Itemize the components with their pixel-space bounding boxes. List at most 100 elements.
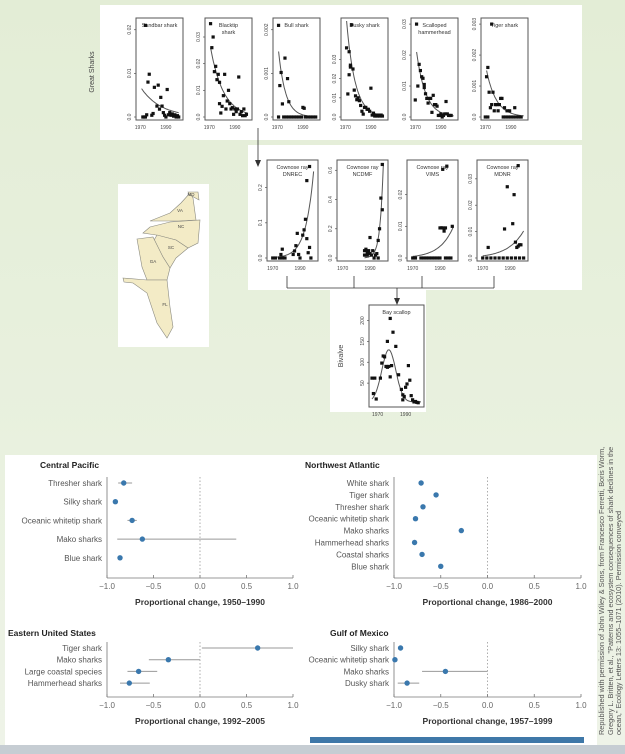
- data-point: [168, 111, 172, 115]
- data-point: [277, 256, 282, 260]
- data-point: [226, 88, 231, 92]
- data-point: [237, 75, 241, 79]
- forest-title: Gulf of Mexico: [330, 628, 389, 638]
- estimate-point: [412, 516, 419, 522]
- data-point: [143, 115, 148, 119]
- data-point: [279, 252, 283, 257]
- panel-frame: [204, 17, 253, 121]
- data-point: [522, 256, 526, 260]
- data-point: [239, 110, 243, 114]
- data-point: [160, 104, 164, 108]
- data-point: [152, 85, 156, 89]
- data-point: [506, 115, 510, 119]
- data-point: [372, 256, 376, 260]
- x-tick-label: 1990: [434, 266, 445, 272]
- estimate-point: [458, 527, 465, 534]
- row-label-sharks: Great Sharks: [89, 51, 96, 93]
- panel-frame: [410, 17, 459, 121]
- data-point: [370, 376, 374, 380]
- panel-frame: [135, 17, 184, 121]
- data-point: [364, 105, 368, 109]
- data-point: [427, 256, 431, 260]
- data-point: [511, 115, 516, 119]
- data-point: [512, 193, 516, 197]
- map-label: GA: [150, 259, 157, 264]
- estimate-point: [418, 480, 424, 486]
- data-point: [356, 96, 360, 100]
- data-point: [376, 238, 380, 243]
- row-label: Coastal sharks: [336, 550, 389, 559]
- data-point: [228, 102, 232, 106]
- row-label: Hammerhead sharks: [28, 679, 102, 688]
- estimate-point: [121, 480, 127, 486]
- data-point: [150, 113, 154, 117]
- x-tick-label: 1.0: [287, 582, 299, 591]
- data-point: [344, 46, 349, 50]
- data-point: [273, 256, 278, 260]
- x-tick-label: 1970: [272, 125, 283, 131]
- map-label: FL: [162, 302, 168, 307]
- estimate-point: [433, 492, 439, 498]
- row-label: White shark: [347, 479, 390, 488]
- x-tick-label: 1990: [505, 125, 516, 131]
- x-tick-label: 1990: [504, 266, 515, 272]
- estimate-point: [254, 645, 261, 651]
- data-point: [432, 256, 437, 260]
- data-point: [234, 110, 238, 114]
- y-tick-label: 0.01: [402, 81, 408, 91]
- data-point: [449, 113, 453, 118]
- estimate-point: [419, 551, 425, 558]
- panel-title: DNREC: [283, 172, 303, 178]
- row-label: Thresher shark: [48, 479, 103, 488]
- x-tick-label: 0.0: [482, 701, 494, 710]
- state-va: [149, 192, 197, 222]
- data-point: [380, 114, 385, 118]
- data-point: [421, 76, 425, 80]
- data-point: [505, 256, 509, 260]
- data-point: [155, 104, 159, 108]
- x-tick-label: −1.0: [386, 582, 402, 591]
- data-point: [380, 162, 384, 167]
- data-point: [232, 112, 236, 116]
- data-point: [347, 50, 351, 54]
- row-label: Mako sharks: [57, 535, 102, 544]
- x-tick-label: 1970: [267, 266, 278, 272]
- data-point: [489, 256, 493, 260]
- data-point: [397, 373, 401, 377]
- data-point: [423, 92, 428, 96]
- x-tick-label: 0.5: [529, 701, 541, 710]
- panel-title: Bay scallop: [382, 310, 410, 316]
- data-point: [348, 63, 353, 67]
- data-point: [303, 115, 308, 119]
- data-point: [297, 115, 301, 119]
- data-point: [271, 256, 275, 260]
- estimate-point: [397, 645, 404, 651]
- x-tick-label: 1970: [480, 125, 491, 131]
- y-tick-label: 0.4: [328, 196, 334, 203]
- data-point: [297, 252, 301, 257]
- y-tick-label: 0.02: [468, 200, 474, 210]
- data-point: [170, 112, 174, 116]
- data-point: [514, 115, 518, 119]
- y-tick-label: 0.03: [402, 19, 408, 29]
- y-tick-label: 0.03: [468, 174, 474, 184]
- data-point: [404, 385, 408, 389]
- data-point: [492, 109, 496, 113]
- y-tick-label: 0.6: [328, 167, 334, 174]
- data-point: [422, 82, 426, 87]
- panel-title: Tiger shark: [491, 23, 519, 29]
- data-point: [485, 256, 489, 260]
- x-tick-label: 0.5: [529, 582, 541, 591]
- data-point: [146, 80, 150, 84]
- data-point: [279, 70, 283, 75]
- data-point: [238, 112, 242, 116]
- fit-curve: [482, 230, 525, 257]
- data-point: [217, 102, 222, 106]
- data-point: [309, 256, 313, 260]
- panel-title: Sandbar shark: [142, 23, 178, 29]
- data-point: [513, 106, 517, 110]
- data-point: [359, 103, 363, 108]
- data-point: [381, 354, 385, 358]
- data-point: [401, 393, 405, 397]
